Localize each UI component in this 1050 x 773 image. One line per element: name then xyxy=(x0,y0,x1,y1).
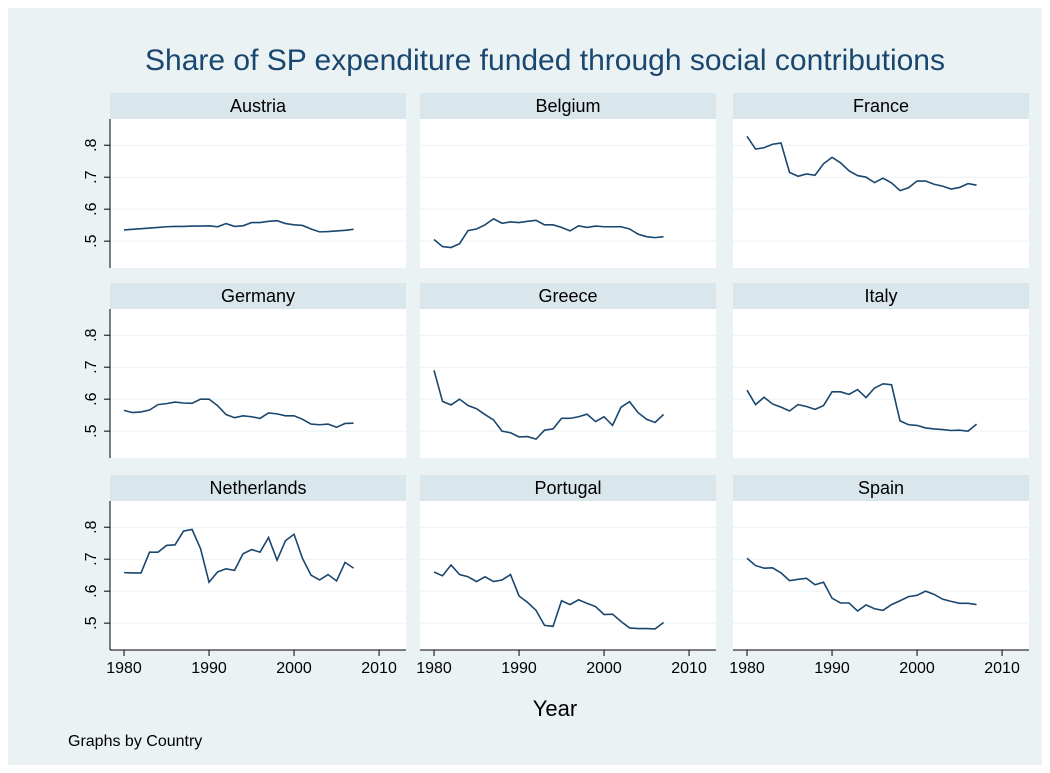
panel-header xyxy=(420,475,716,501)
line xyxy=(123,528,354,584)
y-tick-label: .7 xyxy=(83,360,100,373)
panel-title: Greece xyxy=(538,286,597,306)
x-tick-label: 1980 xyxy=(416,660,452,677)
line xyxy=(433,563,665,630)
line xyxy=(746,135,977,192)
x-tick-label: 2010 xyxy=(361,660,397,677)
y-tick-label: .7 xyxy=(83,552,100,565)
panel-title: Italy xyxy=(864,286,897,306)
line xyxy=(433,370,665,441)
panel-title: Netherlands xyxy=(209,478,306,498)
line xyxy=(123,219,354,233)
x-axis-label: Year xyxy=(533,696,577,721)
x-tick-label: 1990 xyxy=(814,660,850,677)
panel-header xyxy=(110,283,406,309)
panel-header xyxy=(420,93,716,119)
plot-area xyxy=(110,501,406,650)
plot-area xyxy=(420,501,716,650)
plot-area xyxy=(110,309,406,458)
x-tick-label: 1980 xyxy=(106,660,142,677)
note: Graphs by Country xyxy=(68,733,202,750)
x-tick-label: 1980 xyxy=(729,660,765,677)
plot-area xyxy=(733,501,1029,650)
y-tick-label: .5 xyxy=(83,616,100,629)
panel-header xyxy=(733,283,1029,309)
y-tick-label: .8 xyxy=(83,138,100,151)
plot-area xyxy=(733,119,1029,268)
y-tick-label: .8 xyxy=(83,328,100,341)
chart-title: Share of SP expenditure funded through s… xyxy=(145,44,945,77)
plot-area xyxy=(733,309,1029,458)
panel-header xyxy=(733,93,1029,119)
x-tick-label: 2000 xyxy=(276,660,312,677)
line xyxy=(746,557,977,613)
y-tick-label: .8 xyxy=(83,520,100,533)
panel-header xyxy=(733,475,1029,501)
y-tick-label: .6 xyxy=(83,584,100,597)
y-tick-label: .5 xyxy=(83,424,100,437)
x-tick-label: 2010 xyxy=(984,660,1020,677)
plot-area xyxy=(110,119,406,268)
y-tick-label: .6 xyxy=(83,392,100,405)
x-tick-label: 2000 xyxy=(586,660,622,677)
panel-title: Spain xyxy=(858,478,904,498)
panel-title: Portugal xyxy=(534,478,601,498)
line xyxy=(746,382,978,432)
x-tick-label: 2000 xyxy=(899,660,935,677)
plot-area xyxy=(420,119,716,268)
panel-title: Belgium xyxy=(535,96,600,116)
line xyxy=(123,398,354,429)
y-tick-label: .5 xyxy=(83,234,100,247)
panel-header xyxy=(420,283,716,309)
panel-title: France xyxy=(853,96,909,116)
panel-header xyxy=(110,93,406,119)
line xyxy=(433,217,664,249)
x-tick-label: 1990 xyxy=(501,660,537,677)
panel-header xyxy=(110,475,406,501)
panel-title: Germany xyxy=(221,286,295,306)
y-tick-label: .7 xyxy=(83,170,100,183)
x-tick-label: 1990 xyxy=(191,660,227,677)
plot-area xyxy=(420,309,716,458)
x-tick-label: 2010 xyxy=(671,660,707,677)
y-tick-label: .6 xyxy=(83,202,100,215)
panel-title: Austria xyxy=(230,96,287,116)
